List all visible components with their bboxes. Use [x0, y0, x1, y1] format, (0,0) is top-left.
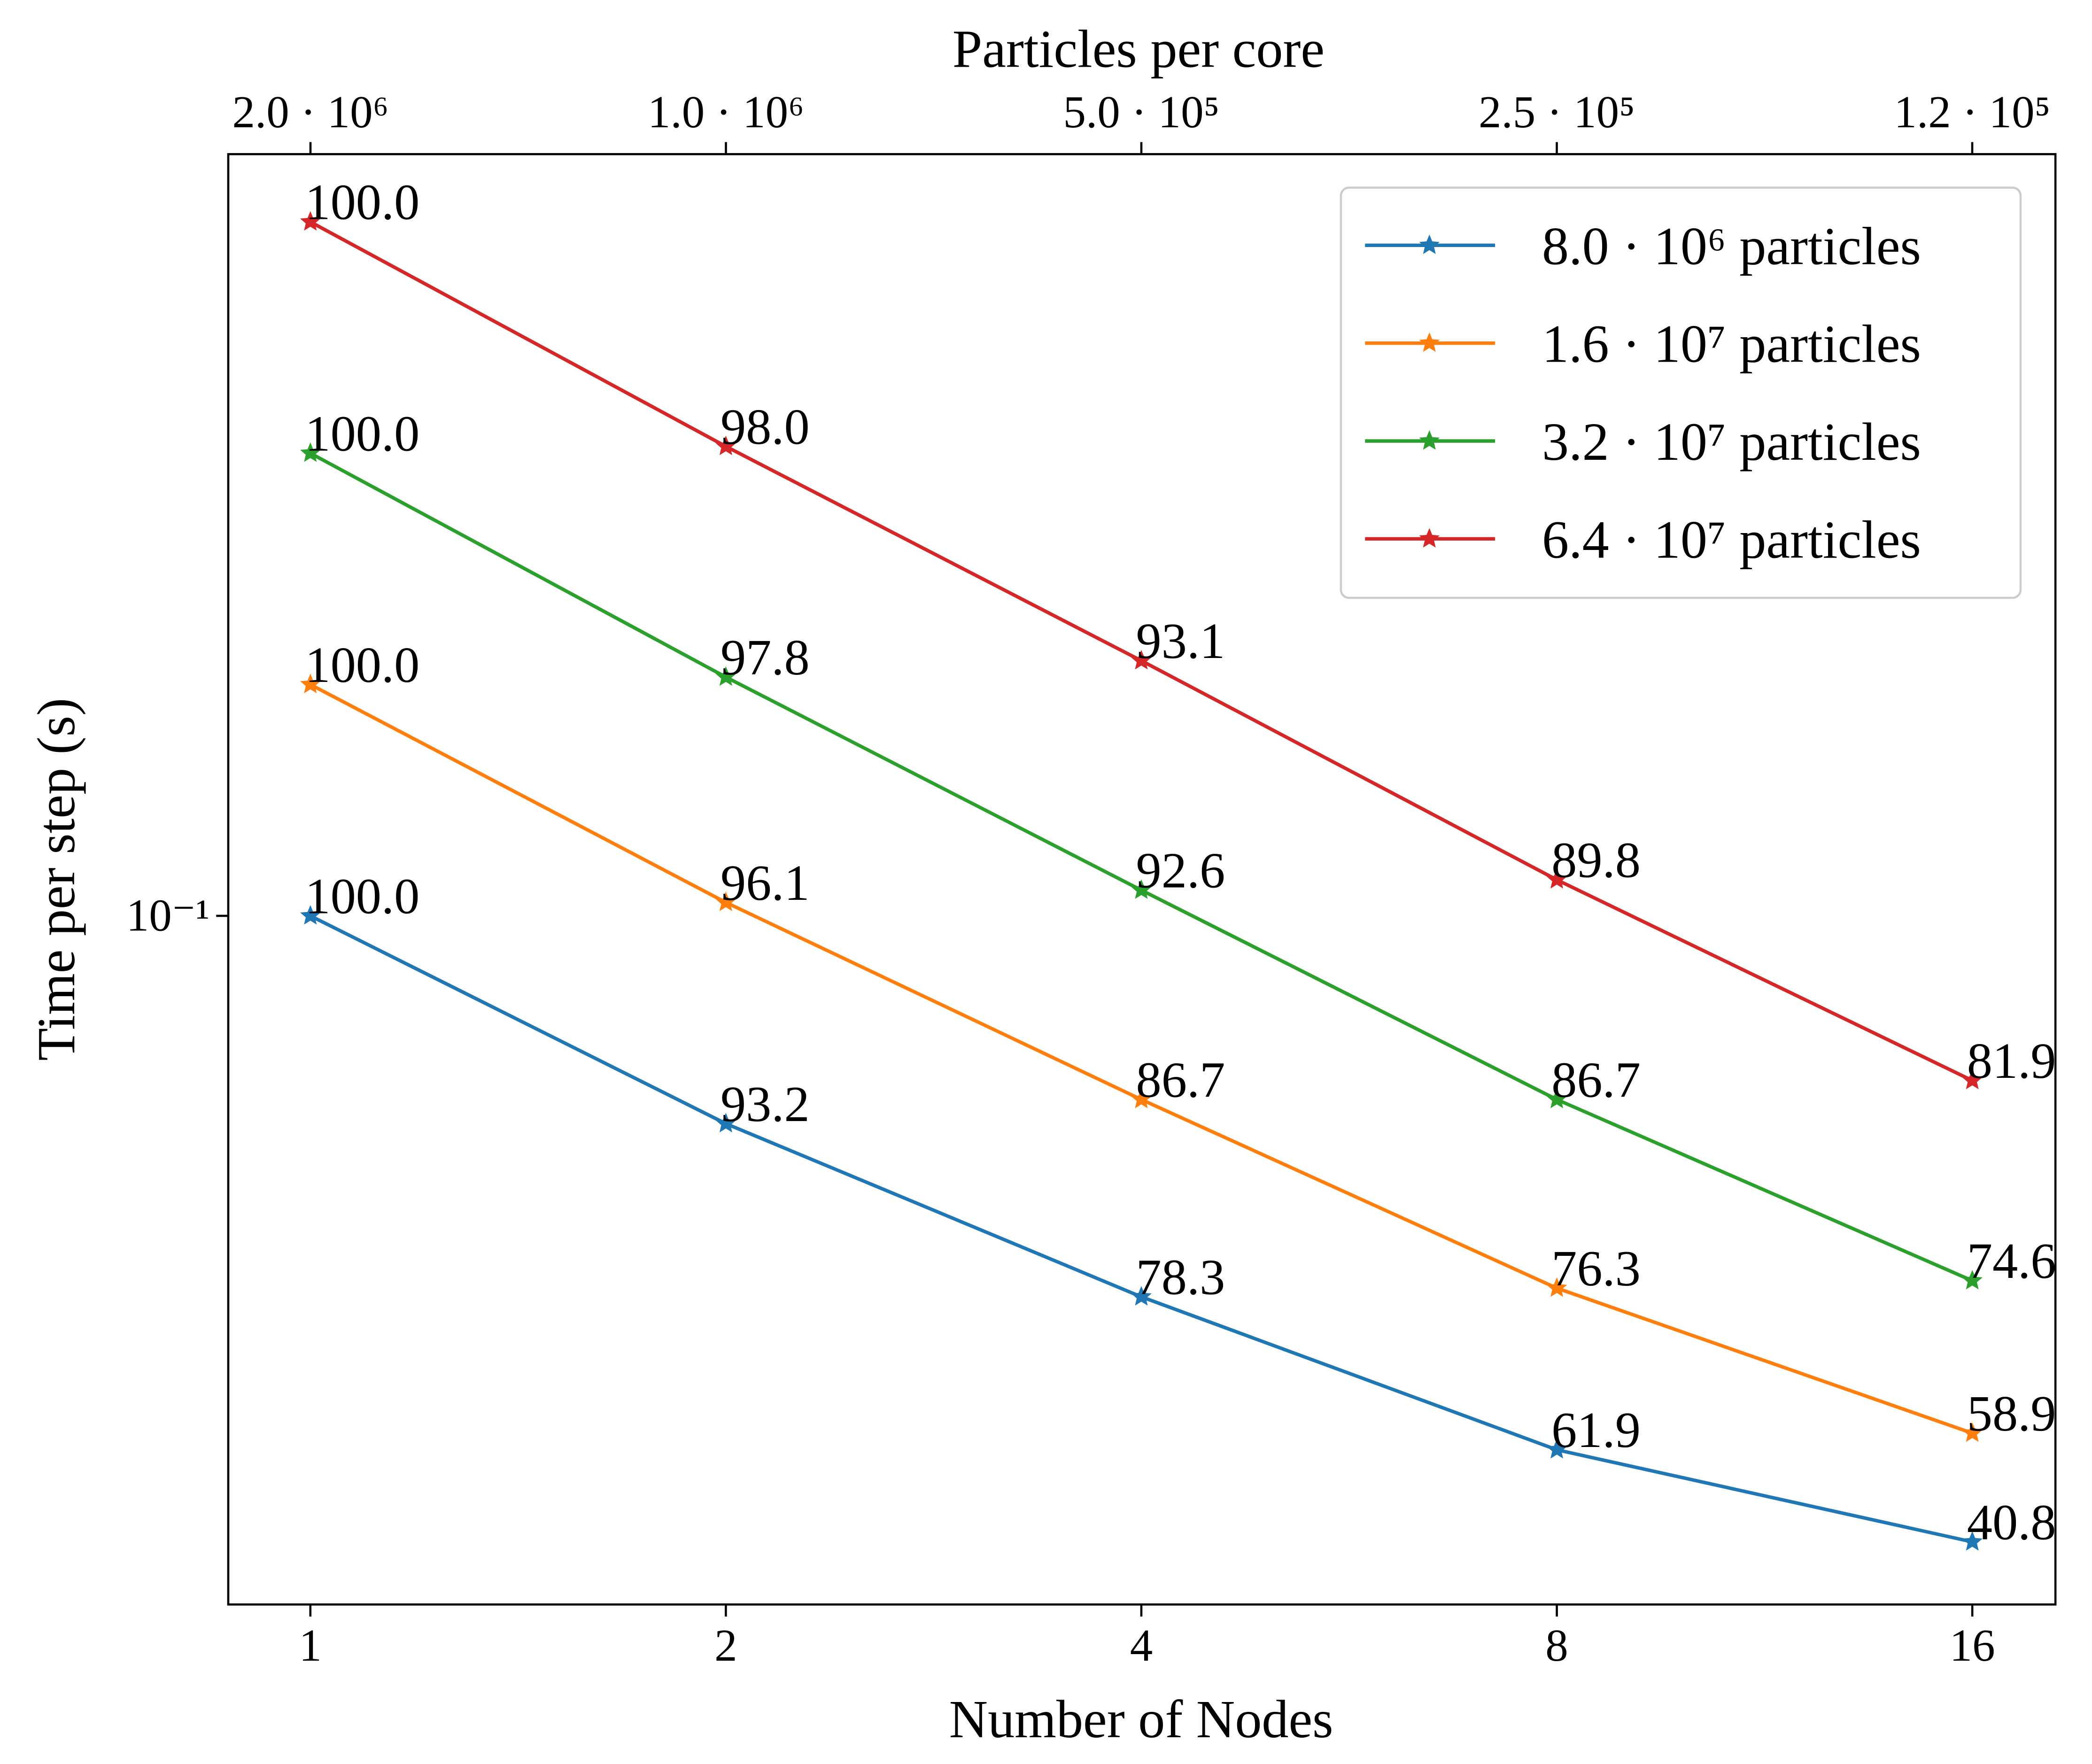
x2-tick-label: 1.0 · 10⁶	[648, 87, 804, 137]
point-marker	[1546, 1089, 1567, 1108]
point-marker	[1131, 650, 1152, 670]
legend-label: 8.0 · 10⁶ particles	[1542, 216, 1921, 276]
point-marker	[1962, 1531, 1983, 1551]
point-marker	[1131, 1089, 1152, 1108]
legend-box	[1340, 186, 2022, 599]
point-label: 97.8	[721, 629, 810, 686]
point-label: 98.0	[721, 399, 810, 455]
x-tick-label: 8	[1545, 1620, 1568, 1671]
point-marker	[715, 891, 736, 912]
legend-marker	[1419, 528, 1440, 548]
point-label: 100.0	[305, 868, 419, 924]
x2-tick-label: 2.0 · 10⁶	[232, 87, 389, 137]
point-label: 81.9	[1967, 1033, 2056, 1089]
point-marker	[1131, 1286, 1152, 1306]
point-label: 61.9	[1551, 1402, 1641, 1458]
point-label: 100.0	[305, 637, 419, 693]
point-label: 100.0	[305, 405, 419, 462]
point-marker	[1962, 1422, 1983, 1442]
point-label: 74.6	[1967, 1233, 2056, 1289]
point-label: 86.7	[1136, 1052, 1225, 1108]
point-marker	[300, 905, 321, 925]
x2-tick-label: 5.0 · 10⁵	[1063, 87, 1220, 137]
point-marker	[1131, 879, 1152, 899]
x-tick-label: 16	[1950, 1620, 1995, 1671]
x-axis-label: Number of Nodes	[949, 1689, 1333, 1749]
point-label: 89.8	[1551, 832, 1641, 889]
x-tick-label: 1	[299, 1620, 322, 1671]
point-label: 96.1	[721, 855, 810, 911]
y-tick-label: 10⁻¹	[126, 890, 209, 940]
legend-marker	[1419, 332, 1440, 352]
point-marker	[1546, 869, 1567, 889]
point-label: 86.7	[1551, 1052, 1641, 1108]
point-label: 92.6	[1136, 843, 1225, 899]
x2-axis-label: Particles per core	[953, 19, 1325, 79]
legend-label: 6.4 · 10⁷ particles	[1542, 510, 1921, 569]
x2-tick-label: 1.2 · 10⁵	[1894, 87, 2051, 137]
point-label: 76.3	[1551, 1240, 1641, 1297]
point-label: 93.2	[721, 1076, 810, 1132]
x-tick-label: 4	[1130, 1620, 1153, 1671]
point-label: 58.9	[1967, 1385, 2056, 1442]
legend-label: 3.2 · 10⁷ particles	[1542, 412, 1921, 472]
y-axis-label: Time per step (s)	[26, 698, 86, 1061]
legend-label: 1.6 · 10⁷ particles	[1542, 314, 1921, 374]
legend-marker	[1419, 234, 1440, 254]
point-label: 100.0	[305, 174, 419, 231]
point-marker	[715, 666, 736, 686]
legend-marker	[1419, 430, 1440, 450]
point-marker	[1546, 1439, 1567, 1459]
point-marker	[1962, 1269, 1983, 1290]
point-marker	[715, 1113, 736, 1133]
point-marker	[300, 211, 321, 231]
x2-tick-label: 2.5 · 10⁵	[1479, 87, 1635, 137]
point-marker	[1962, 1069, 1983, 1090]
point-marker	[1546, 1277, 1567, 1297]
point-label: 93.1	[1136, 613, 1225, 669]
x-tick-label: 2	[714, 1620, 737, 1671]
point-label: 40.8	[1967, 1494, 2056, 1550]
point-marker	[715, 435, 736, 456]
point-label: 78.3	[1136, 1249, 1225, 1306]
point-marker	[300, 442, 321, 462]
point-marker	[300, 673, 321, 694]
